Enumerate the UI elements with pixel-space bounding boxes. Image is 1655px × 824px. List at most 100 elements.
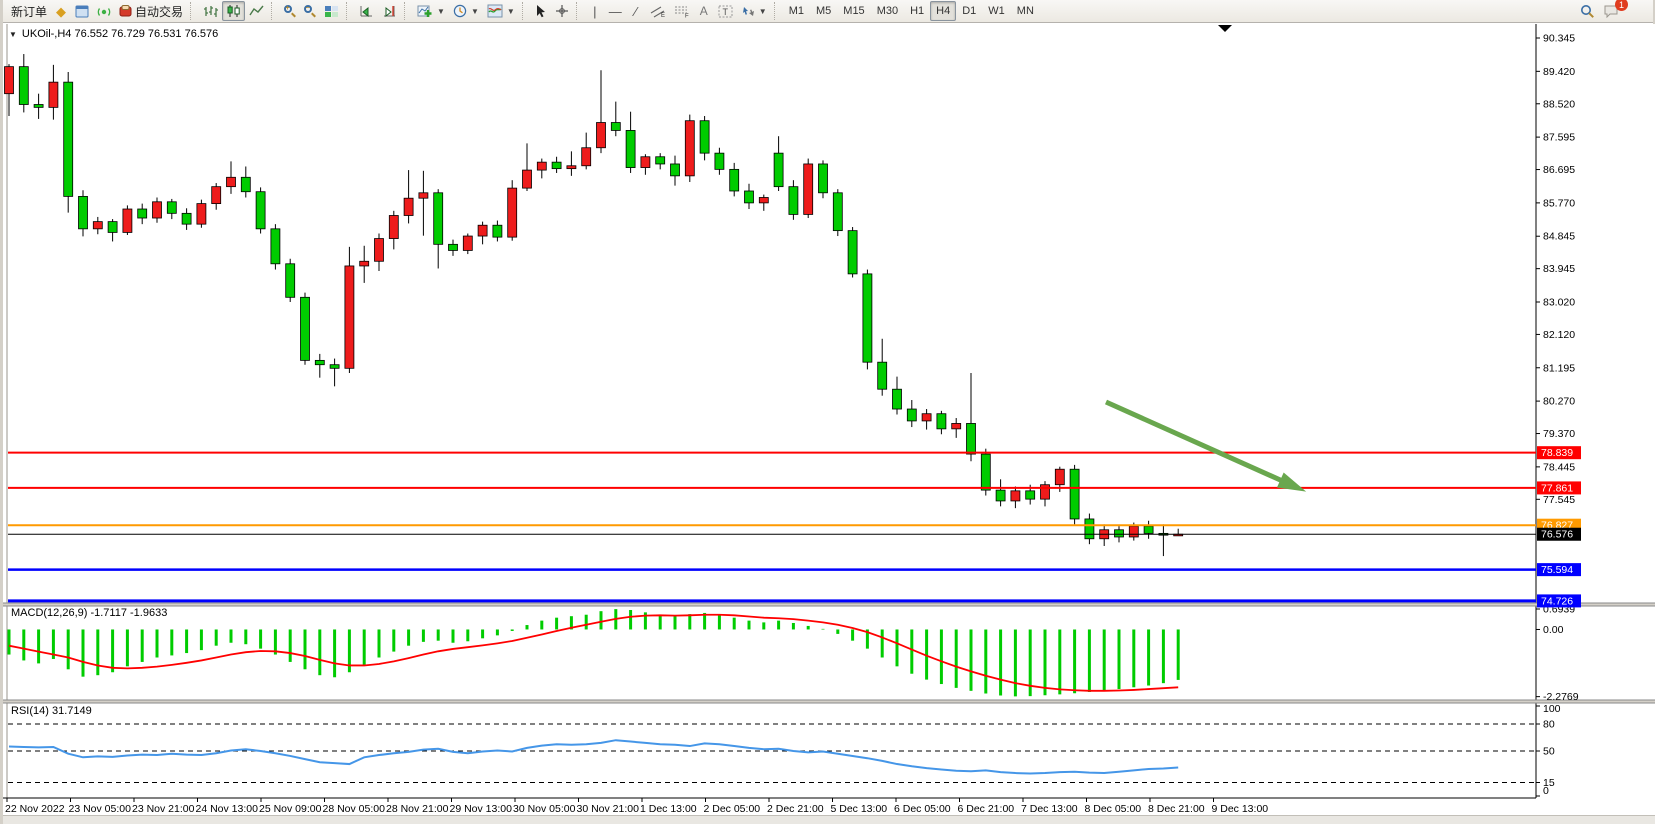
svg-text:MACD(12,26,9) -1.7117 -1.9633: MACD(12,26,9) -1.7117 -1.9633 — [11, 607, 167, 619]
chart-window: ▼ UKOil-,H4 76.552 76.729 76.531 76.576 … — [3, 24, 1655, 824]
svg-text:24 Nov 13:00: 24 Nov 13:00 — [196, 803, 259, 815]
svg-text:T: T — [722, 7, 728, 17]
svg-text:23 Nov 21:00: 23 Nov 21:00 — [132, 803, 195, 815]
periods-icon[interactable]: ▼ — [449, 1, 483, 21]
time-axis: 22 Nov 2022 23 Nov 05:00 23 Nov 21:00 24 No… — [5, 798, 1268, 815]
svg-text:76.576: 76.576 — [1541, 529, 1573, 541]
trendline-icon[interactable]: ∕ — [634, 3, 637, 19]
timeframe-d1[interactable]: D1 — [962, 5, 977, 17]
equidistant-channel-icon[interactable]: E — [646, 1, 670, 21]
toolbar-separator — [346, 2, 352, 20]
timeframe-m5[interactable]: M5 — [816, 5, 832, 17]
svg-text:28 Nov 05:00: 28 Nov 05:00 — [323, 803, 386, 815]
svg-text:25 Nov 09:00: 25 Nov 09:00 — [259, 803, 322, 815]
svg-text:29 Nov 13:00: 29 Nov 13:00 — [450, 803, 513, 815]
svg-text:23 Nov 05:00: 23 Nov 05:00 — [69, 803, 132, 815]
svg-text:6 Dec 21:00: 6 Dec 21:00 — [958, 803, 1015, 815]
cursor-icon[interactable] — [531, 1, 551, 21]
chevron-down-icon: ▼ — [9, 29, 17, 39]
svg-text:0.00: 0.00 — [1543, 624, 1564, 636]
arrows-icon[interactable]: ▼ — [737, 1, 771, 21]
svg-text:88.520: 88.520 — [1543, 98, 1575, 110]
fibonacci-icon[interactable]: F — [670, 1, 694, 21]
svg-text:83.945: 83.945 — [1543, 263, 1575, 275]
auto-trading-label: 自动交易 — [135, 4, 184, 19]
chart-frame — [3, 24, 1655, 814]
svg-text:50: 50 — [1543, 746, 1555, 758]
auto-trading-button[interactable]: 自动交易 — [115, 1, 187, 21]
zoom-out-icon[interactable]: − — [300, 1, 320, 21]
svg-text:83.020: 83.020 — [1543, 296, 1575, 308]
symbol-ohlc-text: UKOil-,H4 76.552 76.729 76.531 76.576 — [21, 28, 219, 40]
timeframe-w1[interactable]: W1 — [988, 5, 1005, 17]
search-icon[interactable] — [1576, 1, 1599, 21]
vertical-line-icon[interactable]: | — [593, 3, 597, 19]
chart-surface[interactable]: MACD(12,26,9) -1.7117 -1.9633 0.69390.00-… — [3, 24, 1655, 824]
timeframe-m15[interactable]: M15 — [843, 5, 865, 17]
data-window-icon[interactable] — [71, 1, 93, 21]
timeframe-h1[interactable]: H1 — [910, 5, 925, 17]
market-watch-icon[interactable]: ◆ — [56, 3, 67, 19]
svg-text:75.594: 75.594 — [1541, 564, 1573, 576]
status-strip — [3, 815, 1655, 824]
candlestick-chart-icon[interactable] — [222, 1, 246, 21]
toolbar-separator — [773, 2, 780, 20]
timeframe-mn[interactable]: MN — [1016, 5, 1034, 17]
svg-text:80: 80 — [1543, 719, 1555, 731]
toolbar-right-group: 1 — [1576, 0, 1628, 21]
macd-panel: MACD(12,26,9) -1.7117 -1.9633 0.69390.00-… — [7, 604, 1579, 703]
svg-text:RSI(14) 31.7149: RSI(14) 31.7149 — [11, 705, 92, 717]
text-label-icon[interactable]: T — [714, 1, 737, 21]
crosshair-icon[interactable] — [551, 1, 573, 21]
timeframe-m1[interactable]: M1 — [788, 5, 804, 17]
horizontal-line-icon[interactable]: — — [608, 3, 622, 19]
svg-text:5 Dec 13:00: 5 Dec 13:00 — [831, 803, 888, 815]
svg-text:28 Nov 21:00: 28 Nov 21:00 — [386, 803, 449, 815]
news-badge: 1 — [1615, 0, 1628, 11]
symbol-title[interactable]: ▼ UKOil-,H4 76.552 76.729 76.531 76.576 — [9, 28, 218, 40]
main-toolbar: 新订单 ◆ 自动交易 + − ▼ ▼ ▼ | — ∕ E F A T — [3, 0, 1653, 23]
line-chart-icon[interactable] — [245, 1, 268, 21]
svg-text:86.695: 86.695 — [1543, 164, 1575, 176]
indicators-icon[interactable]: ▼ — [413, 1, 449, 21]
candlesticks — [4, 54, 1184, 557]
svg-text:-2.2769: -2.2769 — [1543, 691, 1579, 703]
svg-text:6 Dec 05:00: 6 Dec 05:00 — [894, 803, 951, 815]
svg-text:81.195: 81.195 — [1543, 362, 1575, 374]
zoom-in-icon[interactable]: + — [280, 1, 300, 21]
timeframe-m30[interactable]: M30 — [876, 5, 899, 17]
news-icon[interactable]: 1 — [1599, 0, 1628, 21]
svg-text:2 Dec 21:00: 2 Dec 21:00 — [767, 803, 824, 815]
templates-icon[interactable]: ▼ — [483, 1, 519, 21]
toolbar-separator — [271, 2, 277, 20]
svg-text:84.845: 84.845 — [1543, 231, 1575, 243]
toolbar-separator — [521, 2, 528, 20]
svg-text:30 Nov 05:00: 30 Nov 05:00 — [513, 803, 576, 815]
new-order-label: 新订单 — [11, 4, 48, 19]
timeframe-h4[interactable]: H4 — [930, 1, 957, 21]
text-icon[interactable]: A — [699, 4, 708, 18]
toolbar-separator — [190, 2, 196, 20]
svg-text:77.545: 77.545 — [1543, 494, 1575, 506]
svg-text:22 Nov 2022: 22 Nov 2022 — [5, 803, 65, 815]
svg-text:100: 100 — [1543, 703, 1561, 715]
svg-text:2 Dec 05:00: 2 Dec 05:00 — [704, 803, 761, 815]
toolbar-separator — [575, 2, 582, 20]
chart-shift-icon[interactable] — [378, 1, 401, 21]
signal-icon[interactable] — [93, 1, 115, 21]
auto-scroll-icon[interactable] — [355, 1, 378, 21]
svg-text:82.120: 82.120 — [1543, 329, 1575, 341]
rsi-panel: RSI(14) 31.7149 100 80 50 150 — [8, 703, 1561, 797]
new-order-button[interactable]: 新订单 — [7, 1, 51, 21]
trend-arrow[interactable] — [1104, 399, 1307, 492]
bar-chart-icon[interactable] — [199, 1, 222, 21]
svg-text:78.445: 78.445 — [1543, 461, 1575, 473]
horizontal-levels[interactable] — [8, 451, 1536, 603]
tile-windows-icon[interactable] — [320, 1, 343, 21]
svg-text:E: E — [661, 13, 665, 18]
svg-text:77.861: 77.861 — [1541, 482, 1573, 494]
svg-text:8 Dec 21:00: 8 Dec 21:00 — [1148, 803, 1205, 815]
svg-text:74.726: 74.726 — [1541, 595, 1573, 607]
svg-text:15: 15 — [1543, 777, 1555, 789]
